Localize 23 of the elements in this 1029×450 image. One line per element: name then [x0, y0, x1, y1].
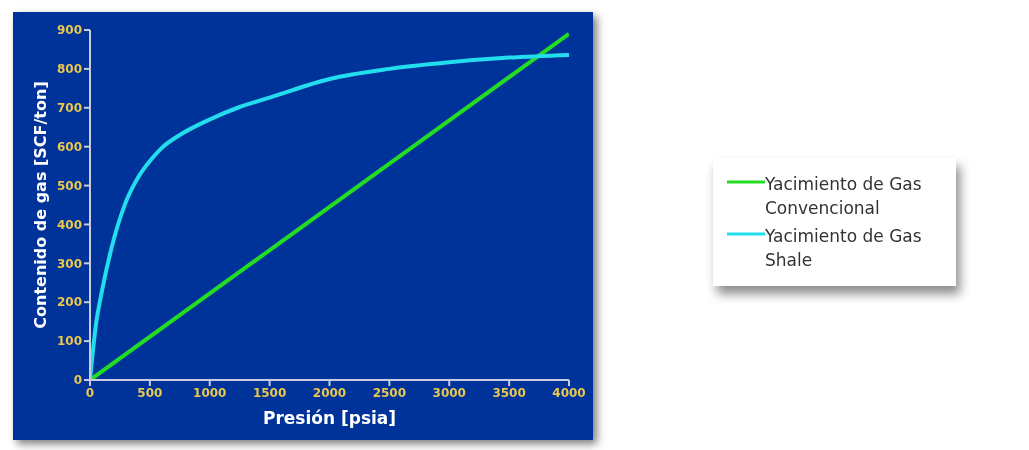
- legend-label: Yacimiento de Gas Shale: [765, 225, 923, 272]
- x-axis-title: Presión [psia]: [262, 408, 397, 428]
- y-axis-title: Contenido de gas [SCF/ton]: [30, 81, 50, 329]
- x-tick-label: 1500: [252, 385, 287, 400]
- y-tick-label: 200: [56, 295, 82, 310]
- x-tick-label: 3000: [432, 385, 466, 400]
- x-tick-label: 500: [137, 385, 163, 400]
- x-tick-label: 2000: [312, 385, 347, 400]
- x-tick-label: 1000: [193, 385, 227, 400]
- y-tick-label: 600: [56, 139, 82, 154]
- x-tick-label: 3500: [492, 385, 526, 400]
- x-tick-label: 4000: [552, 385, 586, 400]
- y-tick-label: 500: [56, 178, 82, 193]
- y-tick-label: 400: [56, 217, 82, 232]
- x-tick-label: 0: [85, 385, 95, 400]
- x-tick-label: 2500: [372, 385, 407, 400]
- y-tick-label: 300: [56, 256, 82, 271]
- y-tick-label: 700: [56, 101, 82, 116]
- y-tick-label: 800: [56, 62, 82, 77]
- y-tick-label: 900: [56, 23, 82, 38]
- legend-label: Yacimiento de Gas Convencional: [765, 173, 923, 220]
- y-tick-label: 0: [73, 373, 82, 388]
- y-tick-label: 100: [56, 334, 82, 349]
